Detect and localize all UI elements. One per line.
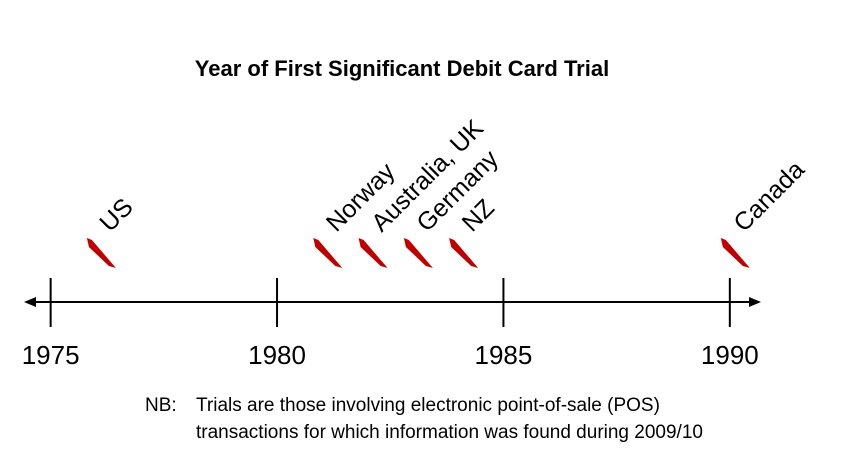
event-label: Canada xyxy=(728,155,810,237)
axis-arrow xyxy=(749,297,761,307)
event-marker xyxy=(313,238,343,268)
note-line: transactions for which information was f… xyxy=(196,422,703,443)
event-marker xyxy=(449,238,479,268)
event-marker xyxy=(403,238,433,268)
event-label: US xyxy=(94,193,138,237)
x-tick-label: 1980 xyxy=(248,340,306,370)
x-tick-label: 1990 xyxy=(701,340,759,370)
chart-title: Year of First Significant Debit Card Tri… xyxy=(195,56,609,81)
event-marker xyxy=(720,238,750,268)
event-marker xyxy=(86,238,116,268)
x-tick-label: 1985 xyxy=(475,340,533,370)
note-line: Trials are those involving electronic po… xyxy=(196,395,660,416)
x-tick-label: 1975 xyxy=(22,340,80,370)
event-marker xyxy=(358,238,388,268)
note-prefix: NB: xyxy=(145,395,177,416)
axis-arrow xyxy=(24,297,36,307)
